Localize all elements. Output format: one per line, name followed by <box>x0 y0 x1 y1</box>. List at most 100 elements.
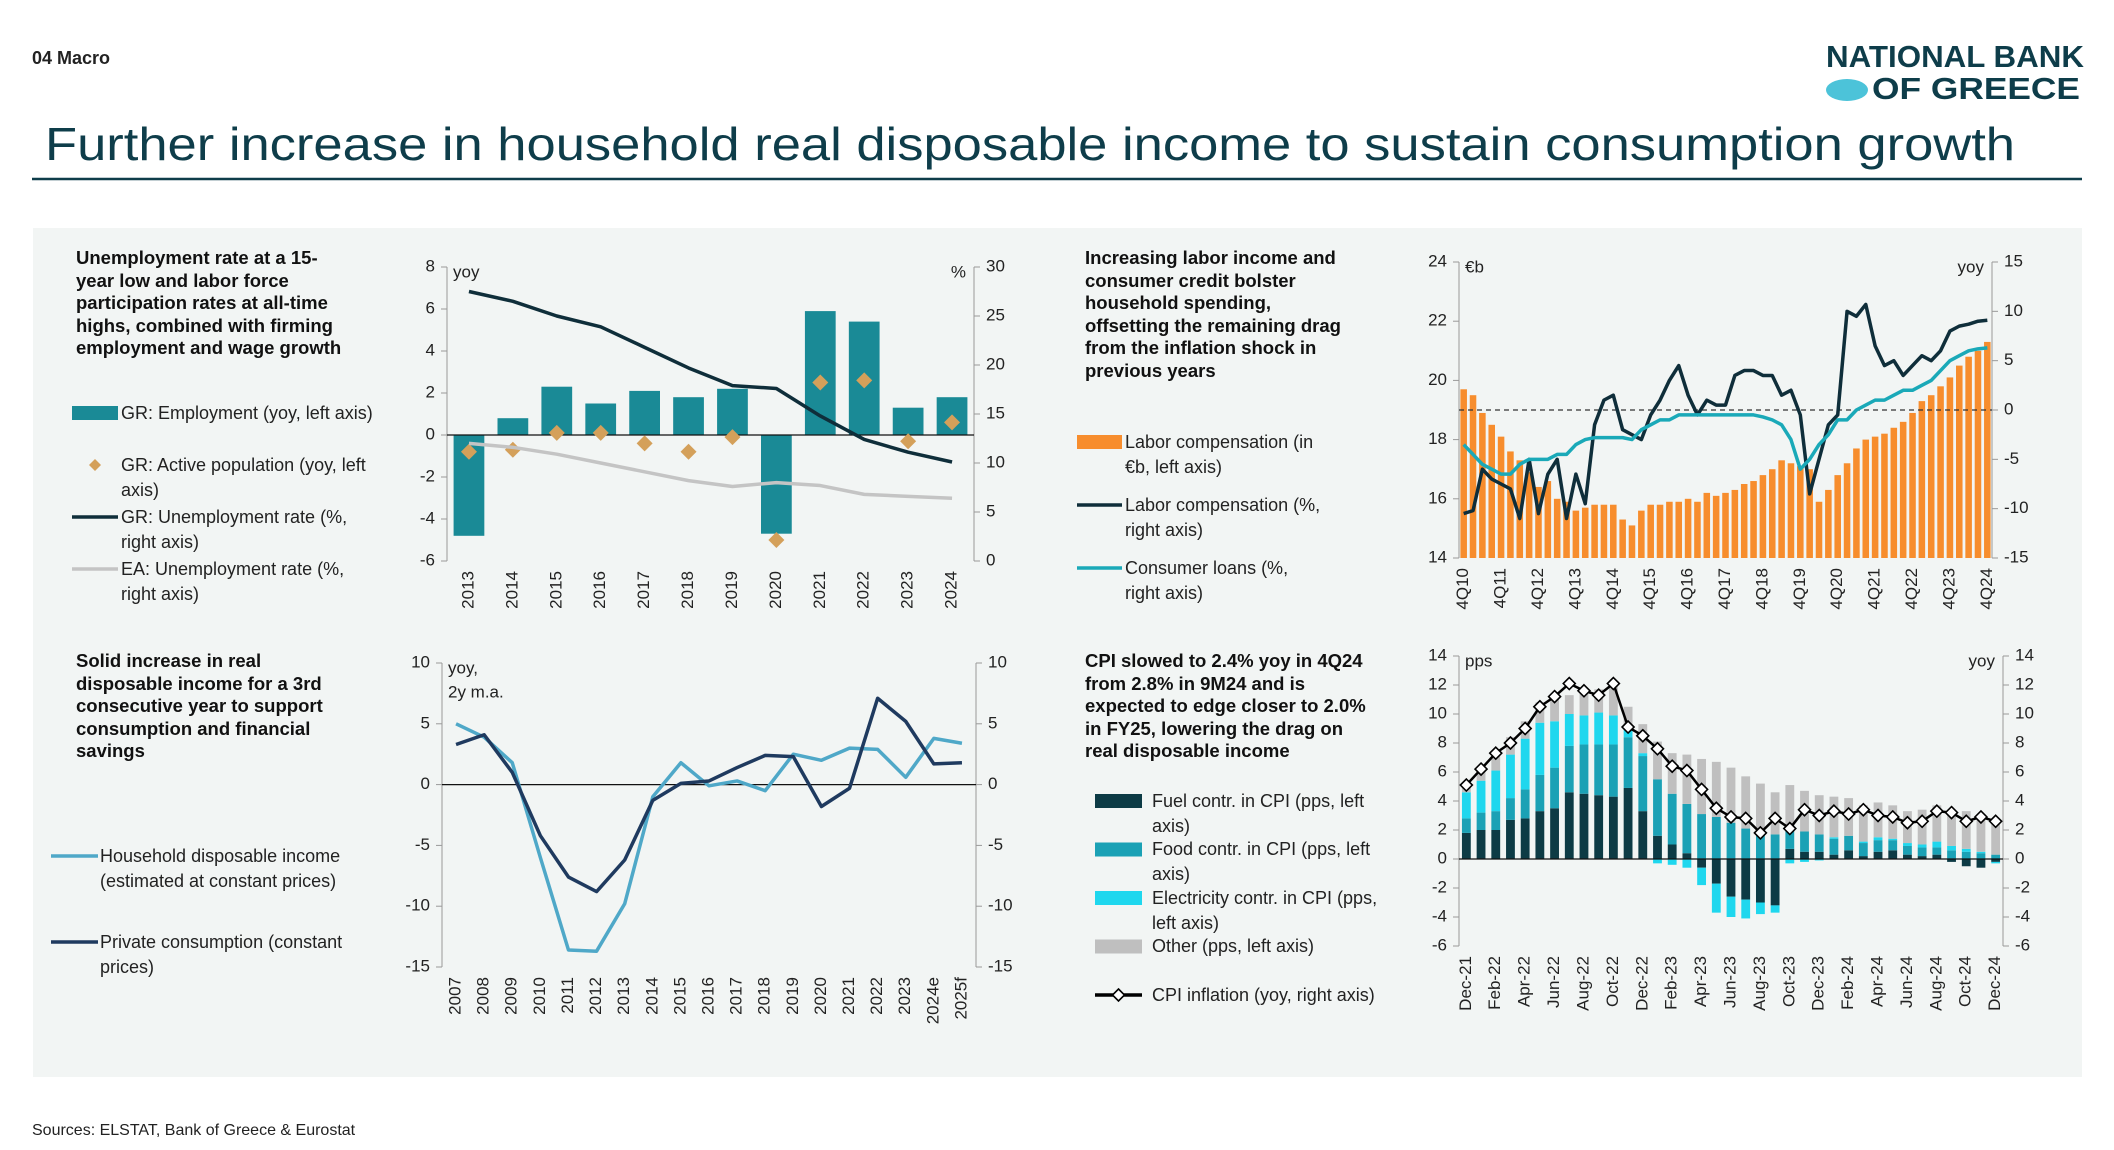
legend-label: GR: Unemployment rate (%, right axis) <box>121 506 348 552</box>
bar <box>1755 902 1765 915</box>
marker <box>1518 721 1533 736</box>
x-tick-label: Apr-22 <box>1515 956 1534 1007</box>
x-tick-label: 2019 <box>783 977 802 1015</box>
x-tick-label: 4Q15 <box>1640 568 1659 610</box>
bar <box>1638 510 1645 558</box>
bar <box>1479 412 1486 558</box>
bar <box>1703 492 1711 558</box>
x-tick-label: Jun-24 <box>1897 956 1916 1008</box>
bar <box>1829 837 1839 839</box>
y-axis-label: yoy <box>453 262 480 281</box>
y-tick-label: -2 <box>1432 877 1447 896</box>
bar <box>1579 793 1589 859</box>
x-tick-label: Oct-24 <box>1956 956 1975 1007</box>
y2-tick-label: -15 <box>988 956 1013 975</box>
bar <box>1785 859 1795 864</box>
marker <box>1782 821 1797 836</box>
legend-swatch <box>72 406 118 420</box>
marker <box>636 435 653 452</box>
marker <box>1665 759 1680 774</box>
bar <box>1476 780 1486 813</box>
bar <box>1976 853 1986 859</box>
legend-swatch <box>1111 987 1126 1003</box>
bar <box>1903 845 1912 855</box>
marker <box>812 374 829 391</box>
marker <box>1929 804 1944 819</box>
x-tick-label: Jun-22 <box>1544 956 1563 1008</box>
bar <box>1843 463 1851 558</box>
x-tick-label: Aug-23 <box>1750 956 1769 1011</box>
bar <box>1579 693 1589 716</box>
bar <box>1917 847 1927 857</box>
marker <box>1532 699 1547 714</box>
line <box>455 696 963 894</box>
y2-tick-label: 0 <box>988 774 997 793</box>
bar <box>1755 783 1765 832</box>
bar <box>1800 859 1809 862</box>
y-tick-label: -4 <box>420 508 435 527</box>
legend-swatch <box>1095 891 1142 905</box>
bar <box>1903 843 1912 846</box>
y-tick-label: 14 <box>1428 645 1447 664</box>
bar <box>1594 712 1604 745</box>
y2-tick-label: -5 <box>2004 449 2019 468</box>
bar <box>1947 809 1956 846</box>
x-tick-label: 2019 <box>722 571 741 609</box>
bar <box>1638 753 1648 757</box>
bar <box>1814 859 1824 861</box>
bar <box>1844 835 1854 851</box>
y2-tick-label: 0 <box>2004 399 2013 418</box>
legend-label: Private consumption (constant prices) <box>100 931 343 977</box>
bar <box>1594 744 1604 796</box>
bar <box>1711 859 1721 884</box>
bar <box>1740 484 1748 558</box>
x-tick-label: 2020 <box>811 977 830 1015</box>
y-tick-label: -6 <box>1432 935 1447 954</box>
x-tick-label: 2020 <box>766 571 785 609</box>
source: Sources: ELSTAT, Bank of Greece & Eurost… <box>32 1122 356 1139</box>
bar <box>1955 365 1963 558</box>
bar <box>1667 793 1677 845</box>
bar <box>1726 896 1736 917</box>
bar <box>1623 737 1633 788</box>
bar <box>1991 818 2001 855</box>
marker <box>592 424 609 441</box>
bar <box>1932 805 1942 842</box>
x-tick-label: 2017 <box>727 977 746 1015</box>
bar <box>1506 754 1515 799</box>
marker <box>1591 688 1606 703</box>
y-tick-label: 2 <box>426 382 435 401</box>
bar <box>1947 845 1956 851</box>
y-tick-label: 2 <box>1438 819 1447 838</box>
bar <box>1581 507 1589 558</box>
y-tick-label: -15 <box>405 956 430 975</box>
x-tick-label: 2024e <box>923 977 942 1024</box>
y2-tick-label: 12 <box>2015 674 2034 693</box>
bar <box>1491 770 1501 812</box>
legend-swatch <box>1095 939 1142 954</box>
bar <box>1825 489 1832 558</box>
bar <box>1697 859 1707 868</box>
bar <box>1755 831 1765 859</box>
y2-tick-label: 10 <box>2004 301 2023 320</box>
y-tick-label: 0 <box>1438 848 1447 867</box>
bar <box>1460 389 1467 558</box>
bar <box>1697 814 1707 859</box>
line <box>468 441 953 501</box>
x-tick-label: Apr-24 <box>1868 956 1887 1007</box>
bar <box>1591 504 1598 558</box>
bar <box>1623 787 1633 859</box>
x-tick-label: 2018 <box>755 977 774 1015</box>
marker <box>1473 761 1489 777</box>
bar <box>1553 498 1561 558</box>
x-tick-label: 2022 <box>854 571 873 609</box>
bar <box>1491 756 1501 771</box>
bar <box>1873 837 1883 841</box>
marker <box>1812 808 1827 823</box>
bar <box>1491 811 1501 830</box>
section: 04 Macro <box>32 48 110 68</box>
bar <box>1638 811 1648 859</box>
marker <box>1709 801 1724 816</box>
legend-swatch <box>1095 794 1142 808</box>
